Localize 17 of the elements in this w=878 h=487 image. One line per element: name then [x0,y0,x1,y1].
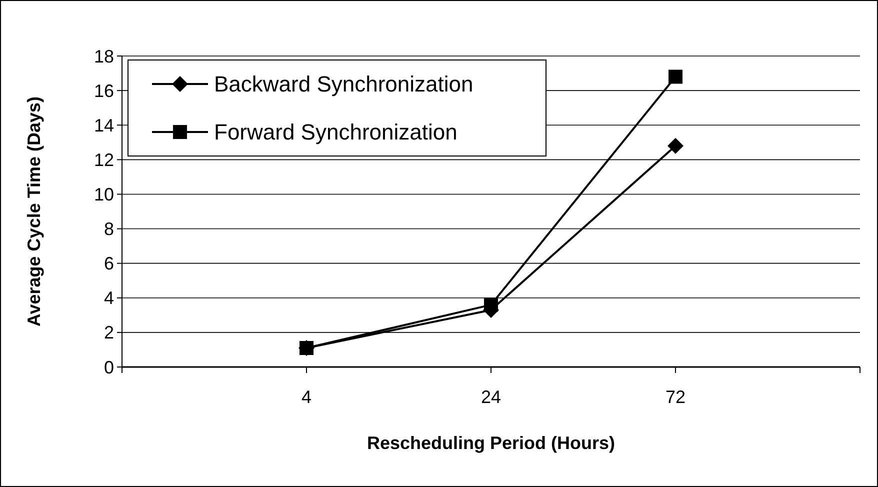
y-tick-label: 14 [94,115,114,136]
y-tick-label: 0 [104,357,114,378]
y-tick-label: 10 [94,184,114,205]
x-axis-title: Rescheduling Period (Hours) [366,433,616,453]
y-tick-label: 4 [104,288,114,308]
x-tick-label: 4 [301,387,312,407]
y-tick-label: 8 [104,219,114,240]
y-tick-label: 6 [104,254,114,274]
x-tick-label: 24 [480,387,502,407]
legend-label: Forward Synchronization [214,120,458,145]
y-tick-label: 18 [94,46,114,66]
y-tick-label: 12 [94,150,114,170]
legend-label: Backward Synchronization [214,72,474,97]
y-tick-label: 16 [94,80,114,101]
y-tick-label: 2 [104,322,114,343]
x-tick-label: 72 [665,387,686,407]
y-axis-title: Average Cycle Time (Days) [24,96,44,327]
